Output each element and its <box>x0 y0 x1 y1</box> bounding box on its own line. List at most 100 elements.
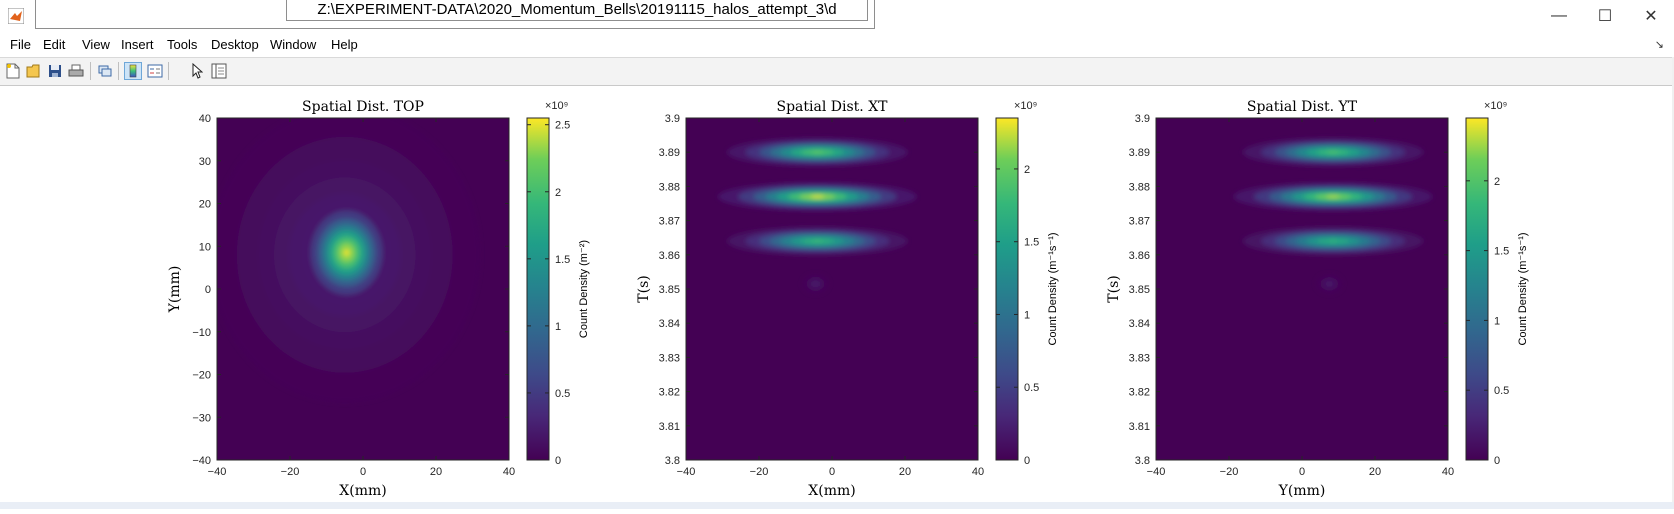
y-axis-label: T(s) <box>1106 275 1122 302</box>
colorbar-tick-label: 0 <box>1024 455 1030 467</box>
x-tick-label: 40 <box>503 466 515 478</box>
figure-canvas: −40 −20 0 20 40 −40 −30 −20 −10 0 10 20 30 40 Spatial … <box>0 86 1674 509</box>
colorbar-tick-label: 1.5 <box>555 254 570 266</box>
window-title-frame: Z:\EXPERIMENT-DATA\2020_Momentum_Bells\2… <box>35 0 875 29</box>
colorbar <box>526 117 550 461</box>
colorbar-exponent: ×10⁹ <box>545 100 568 112</box>
x-tick-label: −40 <box>1147 466 1166 478</box>
x-axis-label: Y(mm) <box>1278 483 1326 499</box>
y-tick-label: 3.88 <box>659 181 680 193</box>
x-tick-label: 40 <box>1442 466 1454 478</box>
colorbar-tick-label: 2 <box>1494 176 1500 188</box>
matlab-icon <box>8 8 24 24</box>
y-tick-label: 40 <box>199 113 211 125</box>
menu-insert[interactable]: Insert <box>121 37 154 52</box>
colorbar-tick-label: 0 <box>555 455 561 467</box>
heatmap-data <box>718 137 917 295</box>
colorbar <box>1465 117 1489 461</box>
x-tick-label: −40 <box>208 466 227 478</box>
x-tick-label: 0 <box>360 466 366 478</box>
x-tick-label: −20 <box>750 466 769 478</box>
plot-title: Spatial Dist. YT <box>1247 99 1358 115</box>
maximize-icon: ☐ <box>1597 8 1613 25</box>
menu-file[interactable]: File <box>10 37 31 52</box>
y-tick-label: 3.85 <box>659 284 680 296</box>
menu-window[interactable]: Window <box>270 37 317 52</box>
heatmap-blob <box>810 195 825 198</box>
property-inspector-icon[interactable] <box>210 62 228 80</box>
toolbar-separator <box>168 62 169 80</box>
y-tick-label: 3.9 <box>1135 113 1150 125</box>
colorbar-tick-label: 2 <box>1024 164 1030 176</box>
colorbar-tick-label: 0 <box>1494 455 1500 467</box>
colorbar-tick-label: 1.5 <box>1494 246 1509 258</box>
minimize-button[interactable]: — <box>1536 0 1582 32</box>
subplot-1: −40 −20 0 20 40−40−30−20−10010203040Spatial … <box>167 99 590 499</box>
heatmap-blob <box>1327 239 1340 243</box>
colorbar-tick-label: 1 <box>1494 315 1500 327</box>
menu-bar: File Edit View Insert Tools Desktop Wind… <box>0 34 1674 56</box>
background-strip <box>0 502 1674 509</box>
save-icon[interactable] <box>46 62 64 80</box>
y-tick-label: 3.84 <box>659 318 680 330</box>
x-axis-label: X(mm) <box>339 483 386 499</box>
minimize-icon: — <box>1551 7 1567 24</box>
link-icon[interactable] <box>96 62 114 80</box>
y-tick-label: 3.81 <box>1129 421 1150 433</box>
print-icon[interactable] <box>67 62 85 80</box>
y-tick-label: 0 <box>205 284 211 296</box>
y-tick-label: 3.82 <box>659 387 680 399</box>
toolbar-separator <box>118 62 119 80</box>
close-button[interactable]: ✕ <box>1628 0 1674 32</box>
x-tick-label: 40 <box>972 466 984 478</box>
y-tick-label: 3.84 <box>1129 318 1150 330</box>
new-figure-icon[interactable] <box>4 62 22 80</box>
y-tick-label: 3.88 <box>1129 181 1150 193</box>
heatmap-background <box>1156 118 1448 460</box>
y-axis-label: Y(mm) <box>167 266 183 314</box>
x-axis-label: X(mm) <box>808 483 855 499</box>
heatmap-data <box>217 118 481 403</box>
y-tick-label: 3.87 <box>1129 216 1150 228</box>
legend-icon[interactable] <box>146 62 164 80</box>
colorbar-tick-label: 1 <box>1024 309 1030 321</box>
y-tick-label: −40 <box>192 455 211 467</box>
heatmap-data <box>1233 137 1433 295</box>
colorbar-exponent: ×10⁹ <box>1484 100 1507 112</box>
y-tick-label: 30 <box>199 156 211 168</box>
toolbar-separator <box>90 62 91 80</box>
maximize-button[interactable]: ☐ <box>1582 0 1628 32</box>
y-tick-label: −10 <box>192 327 211 339</box>
menu-desktop[interactable]: Desktop <box>211 37 259 52</box>
colorbar <box>995 117 1019 461</box>
y-tick-label: 3.8 <box>1135 455 1150 467</box>
open-file-icon[interactable] <box>25 62 43 80</box>
colorbar-icon[interactable] <box>124 62 142 80</box>
menu-tools[interactable]: Tools <box>167 37 198 52</box>
heatmap-blob <box>1328 282 1331 286</box>
menu-view[interactable]: View <box>82 37 110 52</box>
colorbar-label: Count Density (m⁻¹s⁻¹) <box>1517 232 1529 345</box>
y-tick-label: 3.83 <box>1129 352 1150 364</box>
y-tick-label: 3.81 <box>659 421 680 433</box>
colorbar-tick-label: 0.5 <box>1024 382 1039 394</box>
colorbar-tick-label: 1 <box>555 321 561 333</box>
y-tick-label: 3.83 <box>659 352 680 364</box>
x-tick-label: −20 <box>281 466 300 478</box>
y-tick-label: 3.89 <box>659 147 680 159</box>
y-tick-label: 3.89 <box>1129 147 1150 159</box>
pointer-icon[interactable] <box>188 62 206 80</box>
plot-title: Spatial Dist. TOP <box>302 99 424 115</box>
heatmap-blob <box>811 239 824 243</box>
menu-help[interactable]: Help <box>331 37 358 52</box>
dock-figure-icon[interactable]: ↘ <box>1654 39 1664 51</box>
window-title: Z:\EXPERIMENT-DATA\2020_Momentum_Bells\2… <box>286 0 868 21</box>
menu-edit[interactable]: Edit <box>43 37 66 52</box>
y-tick-label: 3.9 <box>665 113 680 125</box>
heatmap-blob <box>811 151 824 154</box>
y-tick-label: 20 <box>199 199 211 211</box>
colorbar-tick-label: 1.5 <box>1024 237 1039 249</box>
heatmap-blob <box>1327 151 1340 154</box>
x-tick-label: −40 <box>677 466 696 478</box>
x-tick-label: 20 <box>1369 466 1381 478</box>
